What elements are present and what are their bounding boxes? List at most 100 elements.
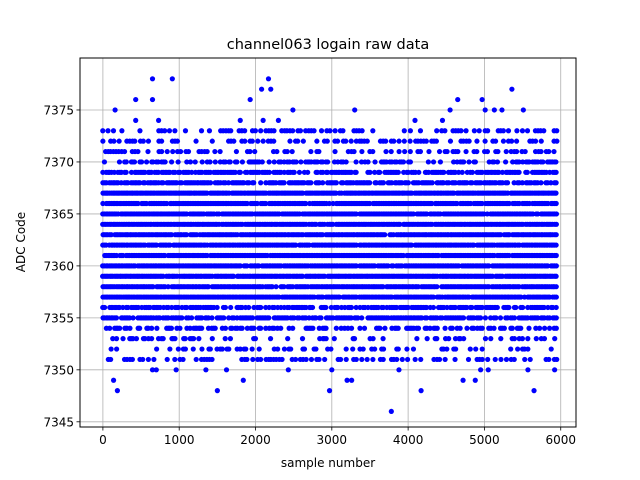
data-point — [196, 336, 202, 342]
data-point — [434, 336, 440, 342]
data-point — [325, 159, 331, 165]
data-point — [222, 336, 228, 342]
data-point — [524, 128, 531, 134]
data-point — [110, 128, 117, 134]
data-point — [316, 325, 322, 331]
data-point — [316, 356, 322, 363]
y-tick-label: 7350 — [43, 363, 74, 377]
data-point — [258, 128, 264, 134]
data-point — [242, 128, 248, 134]
data-point — [404, 356, 411, 363]
data-point — [116, 138, 122, 144]
data-point — [359, 315, 365, 321]
data-point — [135, 148, 141, 155]
data-point — [175, 159, 181, 165]
data-point — [173, 367, 179, 373]
data-point — [135, 200, 141, 207]
data-point — [508, 346, 514, 352]
data-point — [427, 325, 433, 331]
data-point — [477, 315, 484, 321]
data-point — [493, 315, 499, 321]
data-point — [287, 138, 293, 144]
data-point — [424, 336, 430, 342]
chart-title: channel063 logain raw data — [227, 37, 429, 53]
data-point — [538, 138, 544, 144]
data-point — [159, 138, 165, 144]
data-point — [407, 159, 413, 165]
data-point — [168, 325, 175, 331]
data-point — [160, 336, 166, 342]
data-point — [271, 138, 277, 144]
data-point — [184, 232, 190, 238]
data-point — [227, 159, 233, 165]
data-point — [553, 232, 559, 238]
data-point — [503, 356, 510, 363]
data-point — [457, 325, 463, 331]
data-point — [466, 138, 472, 144]
data-point — [423, 138, 429, 144]
data-point — [131, 159, 138, 165]
data-point — [426, 148, 432, 155]
data-point — [509, 86, 515, 92]
data-point — [151, 356, 157, 363]
data-point — [380, 284, 386, 290]
data-point — [149, 76, 156, 82]
data-point — [425, 159, 431, 165]
data-point — [228, 128, 234, 134]
x-tick-label: 4000 — [393, 433, 424, 447]
data-point — [370, 356, 376, 363]
data-point — [479, 96, 485, 103]
data-point — [542, 325, 548, 331]
data-point — [461, 336, 467, 342]
data-point — [455, 148, 461, 155]
data-point — [281, 346, 288, 352]
data-point — [178, 148, 184, 155]
data-point — [415, 325, 422, 331]
data-point — [198, 128, 205, 134]
data-point — [513, 148, 520, 155]
data-point — [518, 294, 524, 300]
data-point — [513, 138, 520, 144]
data-point — [449, 325, 455, 331]
data-point — [399, 356, 405, 363]
data-point — [110, 336, 116, 342]
data-point — [404, 346, 410, 352]
data-point — [370, 336, 376, 342]
data-point — [525, 336, 531, 342]
data-point — [297, 128, 304, 134]
data-point — [267, 336, 274, 342]
data-point — [112, 107, 118, 113]
data-point — [233, 148, 240, 155]
data-point — [259, 86, 265, 92]
data-point — [179, 315, 185, 321]
data-point — [538, 180, 544, 186]
data-point — [230, 273, 237, 279]
data-point — [172, 336, 178, 342]
data-point — [193, 356, 199, 363]
data-point — [305, 169, 311, 175]
data-point — [184, 304, 190, 311]
data-point — [460, 315, 467, 321]
data-point — [405, 304, 411, 311]
data-point — [269, 284, 275, 290]
data-point — [175, 346, 181, 352]
data-point — [348, 315, 354, 321]
data-point — [174, 138, 181, 144]
data-point — [241, 180, 247, 186]
data-point — [484, 148, 491, 155]
data-point — [491, 107, 497, 113]
data-point — [525, 346, 531, 352]
data-point — [293, 242, 299, 248]
data-point — [380, 180, 387, 186]
data-point — [538, 148, 544, 155]
data-point — [486, 263, 492, 269]
data-point — [153, 242, 160, 248]
y-tick-label: 7345 — [43, 415, 74, 429]
data-point — [153, 367, 159, 373]
data-point — [344, 377, 350, 383]
data-point — [290, 128, 296, 134]
data-point — [412, 117, 418, 123]
data-point — [436, 148, 443, 155]
data-point — [395, 169, 401, 175]
data-point — [289, 148, 295, 155]
